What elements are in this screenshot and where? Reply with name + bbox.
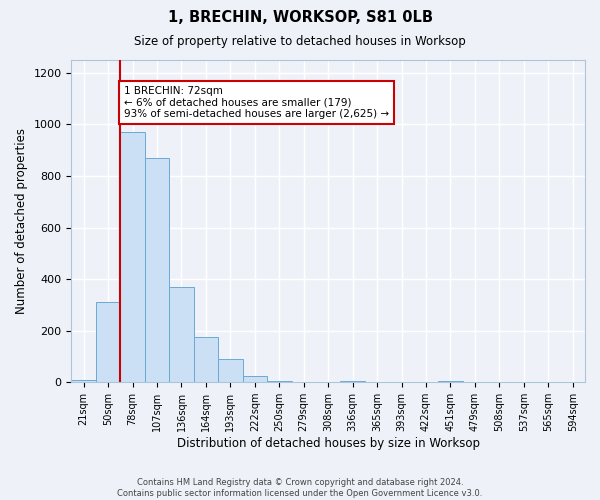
Text: 1 BRECHIN: 72sqm
← 6% of detached houses are smaller (179)
93% of semi-detached : 1 BRECHIN: 72sqm ← 6% of detached houses… <box>124 86 389 119</box>
Bar <box>194 337 218 382</box>
Bar <box>145 158 169 382</box>
Bar <box>169 287 194 382</box>
Bar <box>96 302 121 382</box>
Bar <box>340 381 365 382</box>
Bar <box>242 376 267 382</box>
Text: Size of property relative to detached houses in Worksop: Size of property relative to detached ho… <box>134 35 466 48</box>
Bar <box>267 381 292 382</box>
Bar <box>218 359 242 382</box>
X-axis label: Distribution of detached houses by size in Worksop: Distribution of detached houses by size … <box>177 437 480 450</box>
Bar <box>71 380 96 382</box>
Y-axis label: Number of detached properties: Number of detached properties <box>15 128 28 314</box>
Text: Contains HM Land Registry data © Crown copyright and database right 2024.
Contai: Contains HM Land Registry data © Crown c… <box>118 478 482 498</box>
Bar <box>121 132 145 382</box>
Bar <box>438 381 463 382</box>
Text: 1, BRECHIN, WORKSOP, S81 0LB: 1, BRECHIN, WORKSOP, S81 0LB <box>167 10 433 25</box>
